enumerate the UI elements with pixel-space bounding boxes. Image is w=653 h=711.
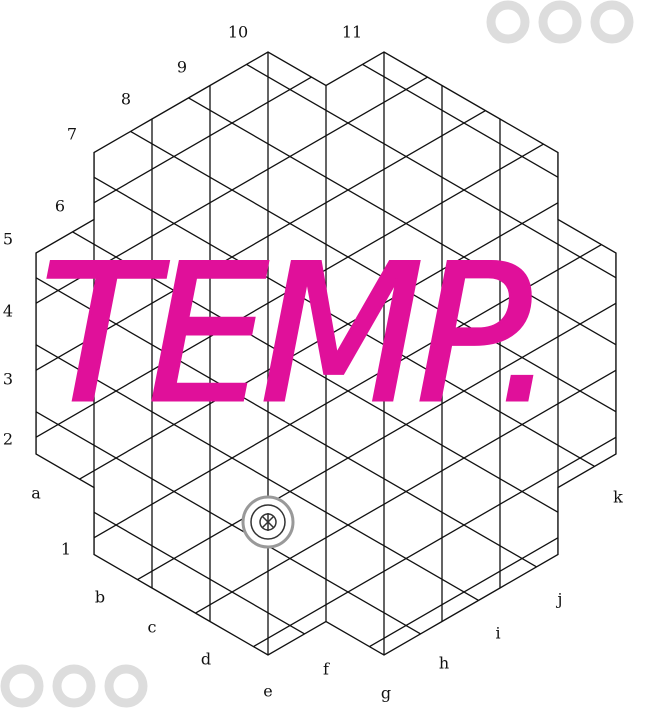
row-label: 5 [3,230,13,249]
grid-line [36,415,616,655]
grid-line [36,189,616,568]
column-label: f [323,660,330,679]
watermark: TEMP. [40,224,549,445]
row-label: 2 [3,430,13,449]
grid-line [36,52,616,99]
row-label: 4 [3,302,13,321]
center-marker [241,495,295,549]
row-label: 7 [67,125,77,144]
row-label: 10 [228,23,248,42]
grid-line [36,482,616,655]
grid-line [36,52,616,300]
column-label: j [556,590,563,609]
column-label: a [31,484,41,503]
column-label: g [381,684,391,703]
row-label: 1 [61,540,71,559]
grid-line [36,147,616,526]
row-label: 6 [55,197,65,216]
grid-line [36,52,616,325]
column-label: e [263,682,272,701]
grid-line [36,214,616,593]
board-outline [35,51,617,656]
corner-decoration [0,0,634,708]
grid-line [36,390,616,655]
grid-line [36,52,616,367]
column-label: c [148,618,157,637]
column-label: k [613,488,623,507]
column-label: i [495,624,500,643]
column-label: d [201,650,211,669]
grid-line [0,684,653,711]
row-label: 9 [177,58,187,77]
column-label: h [439,654,449,673]
row-label: 3 [3,370,13,389]
grid-line [36,348,616,655]
grid-line [36,52,616,233]
row-label: 8 [121,90,131,109]
column-label: b [95,588,105,607]
row-label: 11 [342,23,362,42]
grid-line [36,122,616,501]
